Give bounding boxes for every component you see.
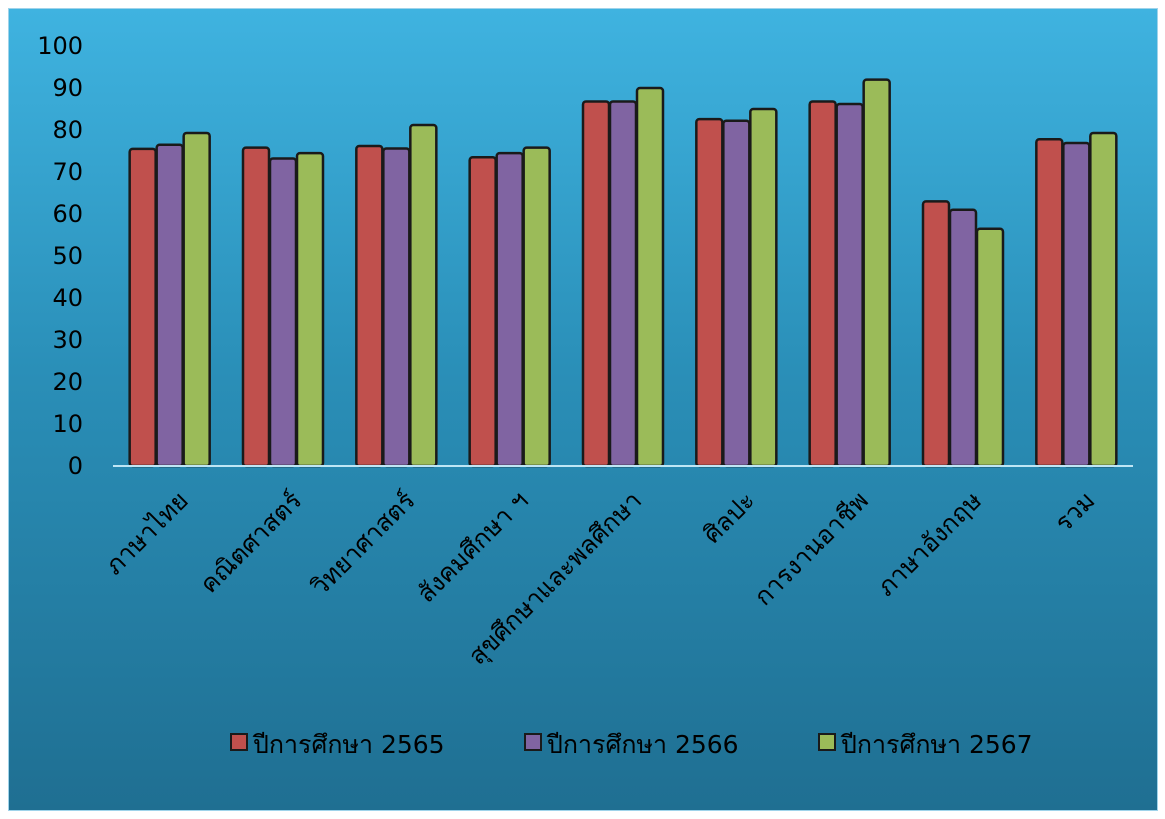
bar-3-1 (182, 131, 211, 468)
bar-2-9 (1062, 141, 1091, 468)
legend-swatch (818, 733, 836, 751)
legend-label: ปีการศึกษา 2565 (252, 730, 444, 759)
bar-2-2 (268, 157, 298, 468)
y-tick-label: 20 (52, 368, 83, 396)
chart-frame: 0 10 20 30 40 50 60 70 80 90 100 ภาษาไทย คณิตศาสตร์… (8, 8, 1158, 811)
bar-1-8 (921, 200, 951, 468)
bar-3-2 (295, 151, 325, 468)
bar-2-1 (155, 143, 184, 468)
y-tick-label: 90 (52, 74, 83, 102)
bar-3-3 (409, 123, 438, 468)
y-axis-tick-labels: 0 10 20 30 40 50 60 70 80 90 100 (37, 32, 83, 480)
bar-2-5 (608, 100, 638, 468)
x-category-label: ศิลปะ (697, 486, 760, 549)
y-tick-label: 50 (52, 242, 83, 270)
bar-2-8 (948, 208, 978, 468)
legend-swatch (524, 733, 542, 751)
x-category-label: รวม (1049, 486, 1101, 538)
x-category-label: วิทยาศาสตร์ (305, 486, 420, 601)
bar-1-6 (695, 117, 724, 468)
legend-swatch (230, 733, 248, 751)
bar-1-9 (1035, 137, 1064, 468)
bar-3-7 (862, 78, 891, 468)
x-category-label: ภาษาอังกฤษ (871, 486, 987, 602)
y-tick-label: 30 (52, 326, 83, 354)
legend-label: ปีการศึกษา 2567 (840, 730, 1032, 759)
y-tick-label: 80 (52, 116, 83, 144)
bar-3-6 (749, 107, 778, 468)
bar-1-3 (355, 144, 384, 468)
y-tick-label: 60 (52, 200, 83, 228)
x-category-label: ภาษาไทย (99, 486, 194, 581)
bar-3-5 (635, 86, 665, 468)
x-category-label: สังคมศึกษา ฯ (411, 486, 533, 608)
bar-2-3 (382, 147, 411, 468)
y-tick-label: 40 (52, 284, 83, 312)
legend-label: ปีการศึกษา 2566 (546, 730, 738, 759)
bar-3-4 (522, 146, 551, 468)
bar-1-1 (128, 147, 157, 468)
bar-2-6 (722, 119, 751, 468)
bar-chart: 0 10 20 30 40 50 60 70 80 90 100 ภาษาไทย คณิตศาสตร์… (37, 32, 1133, 759)
y-tick-label: 100 (37, 32, 83, 60)
bar-1-7 (808, 100, 837, 468)
y-tick-label: 0 (68, 452, 83, 480)
bar-3-9 (1089, 131, 1118, 468)
y-tick-label: 70 (52, 158, 83, 186)
x-category-label: การงานอาชีพ (748, 486, 873, 611)
bar-1-5 (581, 100, 611, 468)
bars-group (128, 78, 1118, 468)
bar-2-7 (835, 102, 864, 468)
bar-3-8 (975, 227, 1005, 468)
x-axis-category-labels: ภาษาไทย คณิตศาสตร์วิทยาศาสตร์สังคมศึกษา ฯ… (99, 486, 1100, 671)
bar-1-4 (468, 156, 497, 468)
y-tick-label: 10 (52, 410, 83, 438)
legend: ปีการศึกษา 2565 ปีการศึกษา 2566 ปีการศึกษา… (230, 730, 1033, 759)
bar-1-2 (241, 146, 271, 468)
bar-2-4 (495, 151, 524, 468)
x-category-label: คณิตศาสตร์ (194, 486, 307, 599)
